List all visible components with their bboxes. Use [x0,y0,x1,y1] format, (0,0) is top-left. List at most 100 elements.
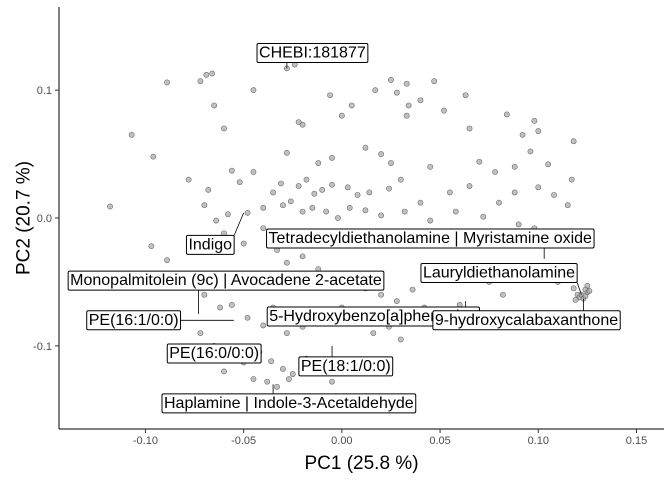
data-point [427,163,434,170]
data-point [309,204,316,211]
data-point [289,371,296,377]
data-point [311,190,318,197]
data-point [280,365,286,372]
point-label: Tetradecyldiethanolamine | Myristamine o… [266,228,595,249]
y-tick-label: 0.0 [37,213,52,225]
point-label-box [256,43,369,64]
point-label: Haplamine | Indole-3-Acetaldehyde [161,393,417,414]
x-axis-title: PC1 (25.8 %) [304,453,418,474]
data-point [283,259,290,266]
data-point [283,149,290,156]
data-point [164,79,170,86]
data-point [388,160,394,166]
data-point [386,185,392,192]
data-point [362,207,369,214]
y-tick-label: -0.1 [33,341,52,353]
data-point [378,291,385,298]
data-point [197,330,204,336]
data-point [354,192,361,198]
data-point [264,378,271,385]
x-tick-label: 0.15 [626,435,647,447]
data-point [401,208,408,215]
point-label: Indigo [185,234,235,255]
data-point [221,125,227,132]
data-point [519,131,526,138]
data-point [228,302,235,308]
data-point [378,151,385,157]
x-axis: -0.10 -0.05 0.00 0.05 0.10 0.15 [59,428,664,447]
point-label: PE(18:1/0:0) [298,356,394,377]
label-segments-layer [180,62,584,394]
y-axis-title: PC2 (20.7 %) [14,161,35,275]
data-point [323,208,330,215]
data-point [335,215,341,221]
data-point [217,304,223,311]
data-point [228,167,235,174]
data-point [397,336,404,343]
point-label-box [298,356,394,377]
data-point [201,291,208,298]
data-point [240,240,247,247]
data-point [148,243,155,250]
point-label: 9-hydroxycalabaxanthone [432,310,621,331]
point-label-box [86,310,182,331]
data-point [366,189,373,196]
point-label-box [432,310,621,331]
y-tick-label: 0.1 [37,85,52,97]
point-label-text: PE(16:1/0:0) [89,312,179,329]
data-point [403,112,410,119]
x-tick-label: -0.05 [231,435,256,447]
data-point [319,186,326,193]
x-tick-label: 0.05 [429,435,450,447]
point-label-box [166,343,262,364]
data-point [244,314,251,321]
data-point [466,183,473,189]
data-point [283,330,290,336]
data-point [527,148,534,155]
labels-layer: CHEBI:181877 Indigo Tetradecyldiethanolami… [67,43,621,414]
point-label: 5-Hydroxybenzo[a]phenazine [266,306,480,327]
data-point [338,112,345,119]
data-point [268,358,275,365]
label-leader-line [233,212,245,236]
data-point [329,181,335,188]
data-point [417,199,424,206]
data-point [393,89,400,96]
data-point [260,225,267,232]
data-point [466,125,473,132]
data-point [270,189,277,196]
data-point [370,330,377,336]
point-label-box [266,228,595,249]
data-point [535,184,542,191]
point-label: PE(16:1/0:0) [86,310,182,331]
data-point [362,144,369,151]
data-point [500,291,506,298]
point-label: PE(16:0/0:0) [166,343,262,364]
data-point [213,217,220,224]
data-point [417,97,424,104]
data-point [128,131,135,138]
data-point [299,253,306,260]
data-point [462,92,469,99]
data-point [260,204,267,211]
point-label-box [185,234,235,255]
point-label-text: 9-hydroxycalabaxanthone [435,312,618,329]
data-point [221,368,227,375]
data-point [427,217,434,224]
data-point [197,78,204,85]
data-point [586,287,593,294]
data-point [327,92,333,99]
data-point [329,378,335,385]
point-label-text: PE(18:1/0:0) [301,358,391,375]
data-point [496,199,502,206]
data-point [278,180,284,187]
data-point [551,192,557,198]
data-point [201,202,208,209]
data-point [405,102,412,109]
data-point [299,208,306,215]
data-point [535,128,542,134]
point-label: Lauryldiethanolamine [420,262,578,283]
point-label-text: CHEBI:181877 [259,45,366,62]
point-label-text: Indigo [188,236,232,253]
